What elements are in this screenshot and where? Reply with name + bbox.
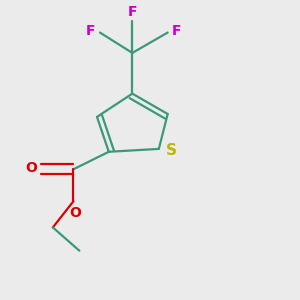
Text: F: F [86, 24, 95, 38]
Text: O: O [25, 161, 37, 175]
Text: F: F [128, 5, 137, 20]
Text: O: O [69, 206, 81, 220]
Text: S: S [166, 143, 177, 158]
Text: F: F [172, 24, 182, 38]
